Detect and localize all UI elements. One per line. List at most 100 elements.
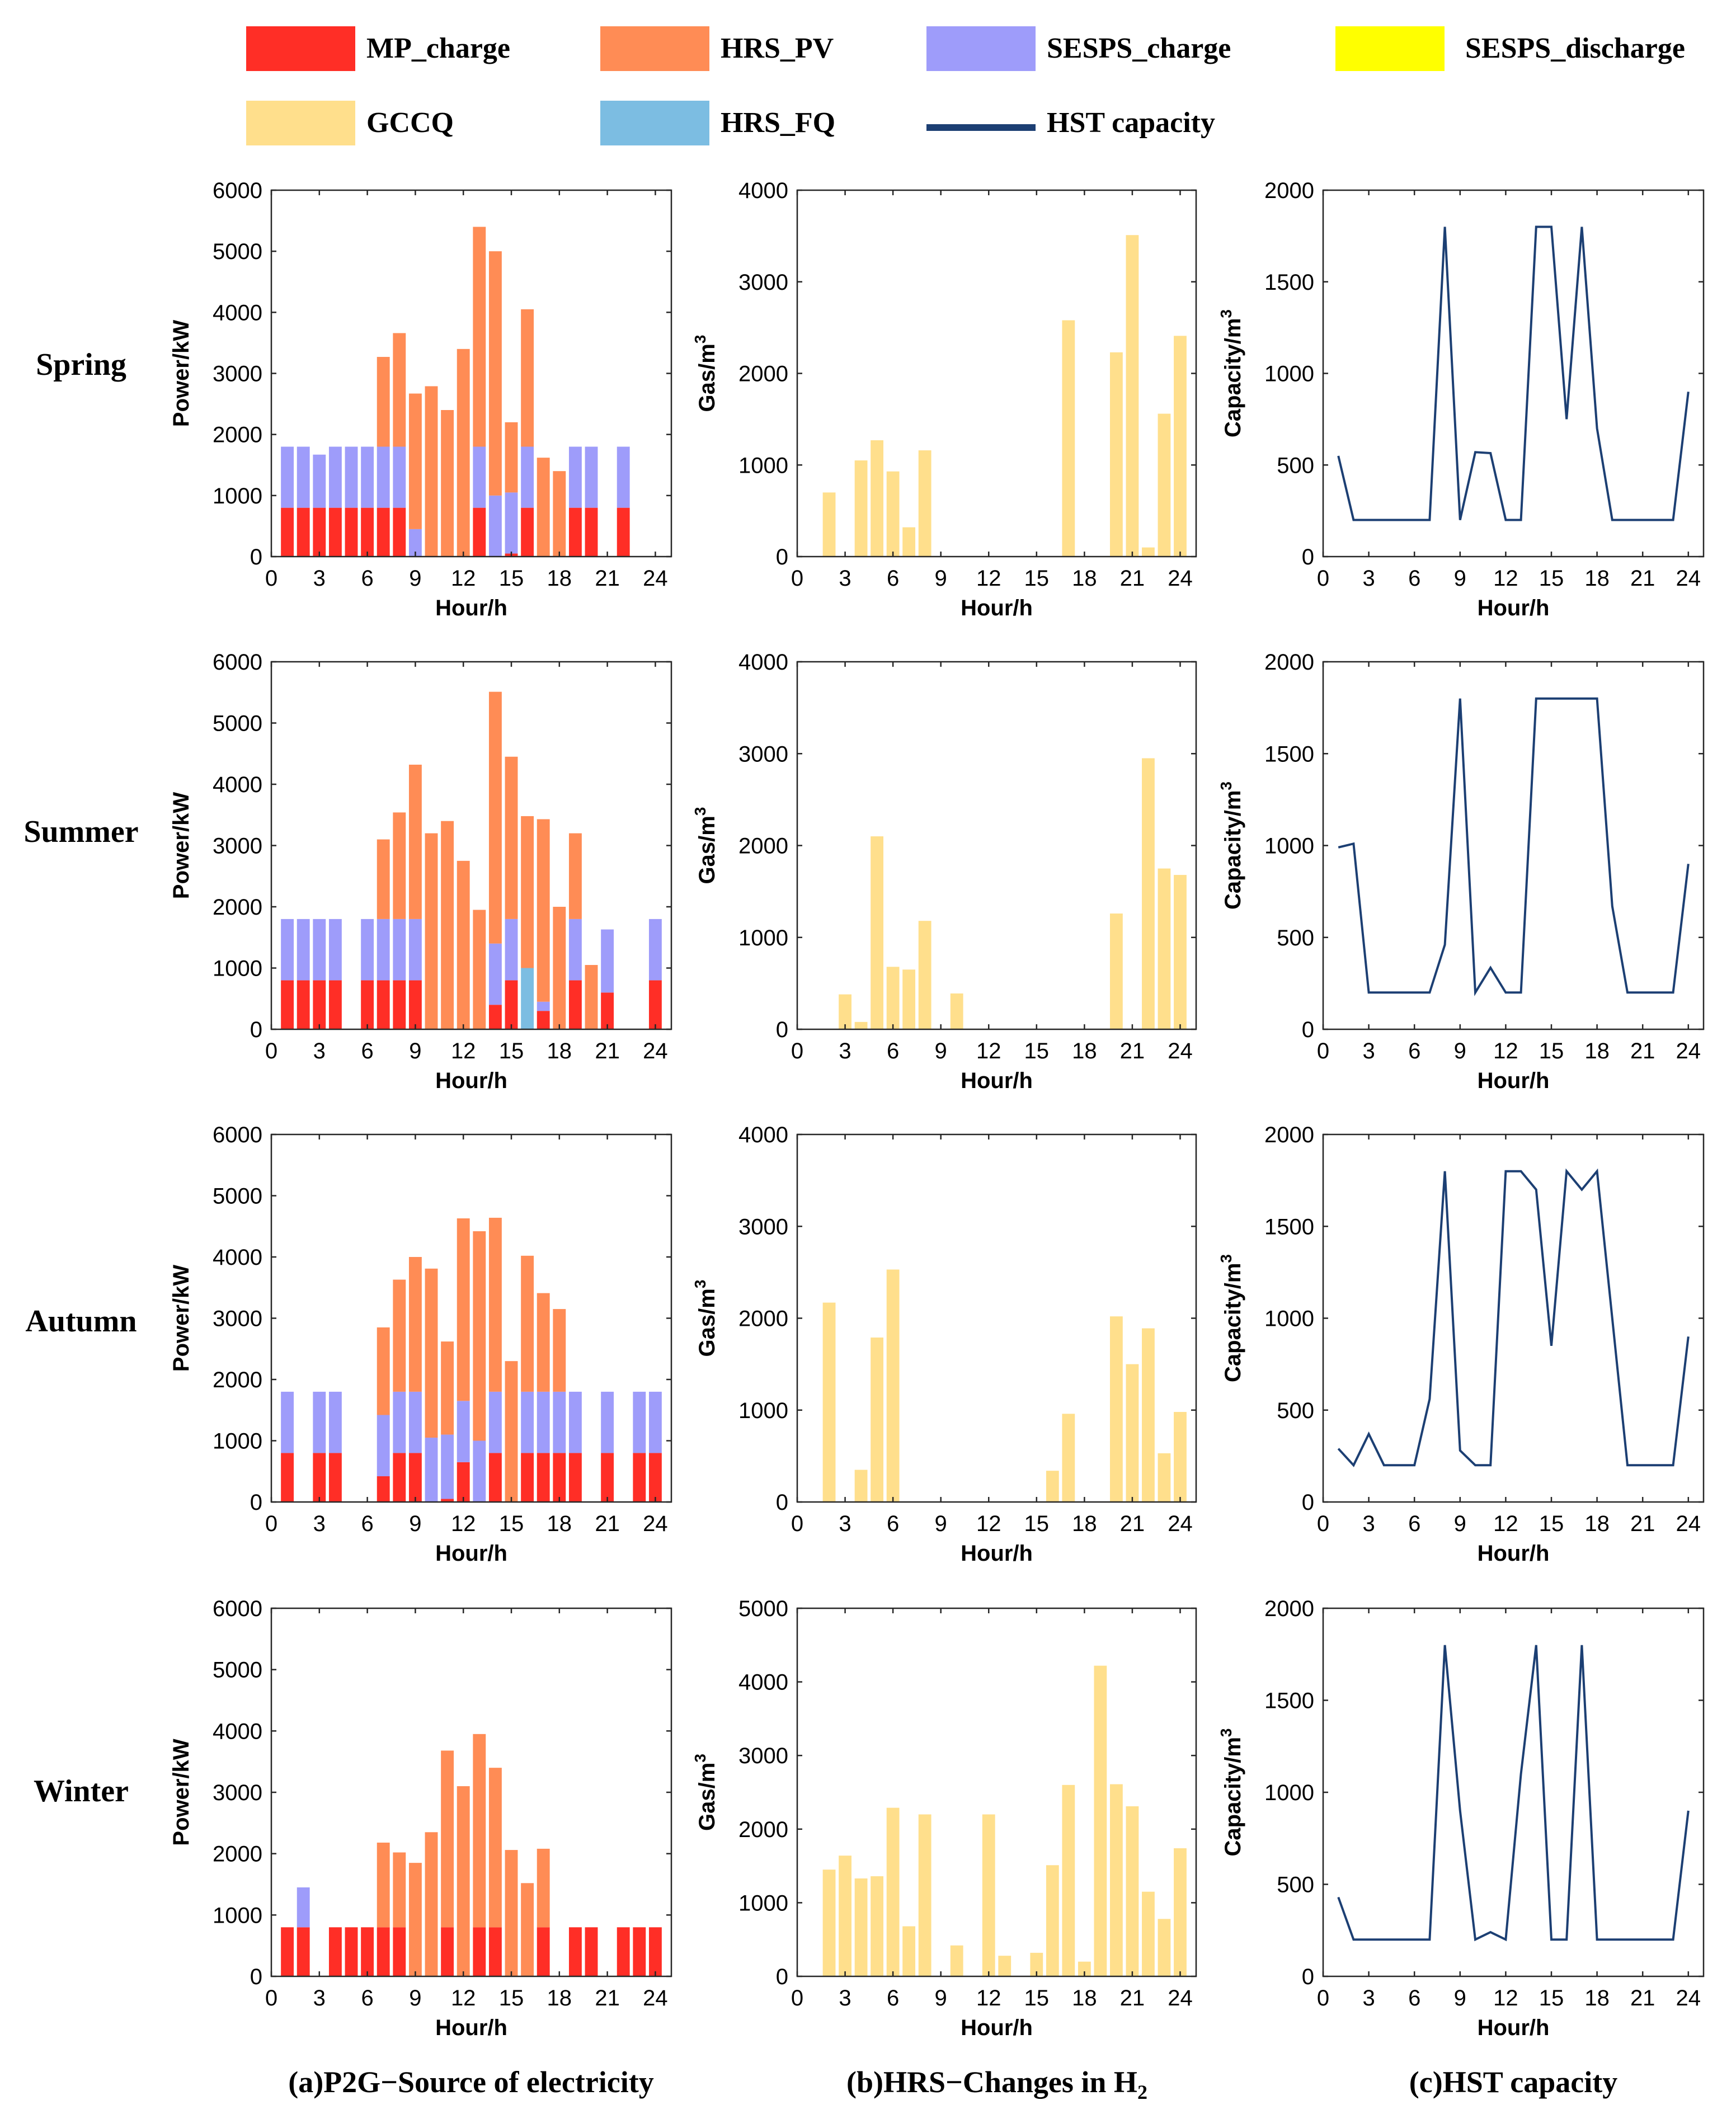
x-tick-label: 18 bbox=[1072, 1986, 1097, 2010]
plot-marks bbox=[1338, 697, 1690, 996]
bar-hrs_pv-h14 bbox=[488, 251, 502, 496]
x-tick-label: 12 bbox=[1493, 1039, 1518, 1063]
bar-gccq-h24 bbox=[1174, 1412, 1187, 1502]
x-tick-label: 12 bbox=[1493, 566, 1518, 591]
bar-gccq-h10 bbox=[950, 1945, 963, 1976]
bar-hrs_fq-h16 bbox=[521, 968, 534, 1029]
x-tick-label: 18 bbox=[1584, 566, 1610, 591]
x-tick-label: 24 bbox=[1168, 1986, 1193, 2010]
bar-mp_charge-h9 bbox=[408, 980, 422, 1029]
bar-gccq-h2 bbox=[822, 492, 836, 557]
x-tick-label: 21 bbox=[1630, 1511, 1655, 1536]
bar-sesps_charge-h4 bbox=[328, 919, 342, 981]
bar-mp_charge-h23 bbox=[633, 1453, 646, 1502]
bar-gccq-h8 bbox=[918, 1814, 931, 1976]
bar-hrs_pv-h14 bbox=[488, 1768, 502, 1928]
bar-gccq-h5 bbox=[871, 440, 884, 557]
y-axis-label: Power/kW bbox=[169, 1739, 194, 1845]
bar-gccq-h17 bbox=[1062, 320, 1075, 557]
x-tick-label: 0 bbox=[791, 1039, 803, 1063]
bar-gccq-h8 bbox=[918, 450, 931, 557]
bar-hrs_pv-h9 bbox=[408, 1257, 422, 1392]
y-tick-label: 3000 bbox=[738, 1214, 788, 1239]
bar-mp_charge-h6 bbox=[361, 1927, 374, 1976]
bar-sesps_charge-h13 bbox=[473, 1440, 486, 1502]
bar-mp_charge-h11 bbox=[441, 1499, 454, 1502]
y-axis-label-superscript: 3 bbox=[691, 807, 709, 816]
bar-hrs_pv-h15 bbox=[505, 1361, 518, 1502]
y-tick-label: 1500 bbox=[1264, 1689, 1314, 1713]
bar-gccq-h24 bbox=[1174, 875, 1187, 1029]
legend-swatch-sesps_charge bbox=[926, 26, 1036, 71]
bar-mp_charge-h24 bbox=[648, 1927, 662, 1976]
panel-c-spring: 0 3 6 9 12 15 18 21 24 0 500 1000 1500 2000 Hour/h Capa… bbox=[1217, 178, 1705, 620]
caption-text: (c)HST capacity bbox=[1409, 2065, 1617, 2099]
y-tick-label: 6000 bbox=[213, 178, 262, 203]
y-axis-label: Gas/m3 bbox=[691, 807, 719, 884]
bar-sesps_charge-h16 bbox=[521, 1391, 534, 1453]
x-tick-label: 3 bbox=[1362, 1511, 1375, 1536]
y-tick-label: 1000 bbox=[738, 453, 788, 478]
bar-mp_charge-h6 bbox=[361, 980, 374, 1029]
x-tick-label: 0 bbox=[791, 1511, 803, 1536]
bar-gccq-h10 bbox=[950, 993, 963, 1029]
bar-gccq-h4 bbox=[854, 1878, 868, 1976]
bar-hrs_pv-h12 bbox=[457, 1786, 470, 1976]
bar-sesps_charge-h10 bbox=[425, 1438, 438, 1502]
bar-mp_charge-h17 bbox=[537, 1011, 550, 1029]
y-axis-label: Capacity/m3 bbox=[1217, 309, 1245, 437]
x-tick-label: 0 bbox=[265, 566, 277, 591]
y-axis-label-text: Power/kW bbox=[169, 1265, 194, 1372]
column-caption-c: (c)HST capacity bbox=[1409, 2065, 1617, 2099]
y-axis-label: Power/kW bbox=[169, 320, 194, 427]
bar-mp_charge-h1 bbox=[281, 1453, 294, 1502]
season-labels: Spring Summer Autumn Winter bbox=[23, 347, 138, 1809]
y-tick-label: 0 bbox=[1302, 1018, 1314, 1042]
bar-mp_charge-h24 bbox=[648, 1453, 662, 1502]
bar-gccq-h18 bbox=[1078, 1961, 1091, 1976]
bar-mp_charge-h8 bbox=[393, 980, 406, 1029]
y-tick-label: 500 bbox=[1277, 1873, 1314, 1897]
bar-hrs_pv-h13 bbox=[473, 227, 486, 447]
bar-mp_charge-h7 bbox=[377, 1927, 390, 1976]
y-tick-label: 2000 bbox=[738, 362, 788, 387]
y-tick-label: 4000 bbox=[213, 300, 262, 325]
caption-subscript: 2 bbox=[1137, 2081, 1147, 2103]
x-tick-label: 9 bbox=[935, 1986, 947, 2010]
x-tick-label: 18 bbox=[547, 1039, 572, 1063]
plot-marks bbox=[822, 1665, 1187, 1976]
legend-swatch-sesps_discharge bbox=[1335, 26, 1445, 71]
legend-item-sesps_charge: SESPS_charge bbox=[926, 26, 1231, 71]
y-tick-label: 2000 bbox=[1264, 650, 1314, 675]
y-tick-label: 2000 bbox=[738, 1307, 788, 1331]
bar-mp_charge-h4 bbox=[328, 980, 342, 1029]
bar-hrs_pv-h8 bbox=[393, 812, 406, 919]
x-tick-label: 18 bbox=[1072, 566, 1097, 591]
x-tick-label: 0 bbox=[1317, 1986, 1329, 2010]
bar-mp_charge-h1 bbox=[281, 507, 294, 557]
bar-gccq-h6 bbox=[886, 1807, 900, 1976]
x-tick-label: 18 bbox=[1072, 1511, 1097, 1536]
caption-text: (b)HRS−Changes in H bbox=[846, 2065, 1137, 2099]
bar-sesps_charge-h4 bbox=[328, 1391, 342, 1453]
bar-sesps_charge-h20 bbox=[585, 446, 598, 508]
bar-hrs_pv-h9 bbox=[408, 393, 422, 529]
y-tick-label: 5000 bbox=[213, 1658, 262, 1683]
legend-label: HRS_FQ bbox=[721, 107, 835, 139]
y-axis-label-text: Gas/m bbox=[695, 816, 719, 884]
y-tick-label: 500 bbox=[1277, 926, 1314, 950]
panel-a-autumn: 0 3 6 9 12 15 18 21 24 0 1000 2000 3000 4000 5000 6000 H… bbox=[169, 1123, 672, 1566]
y-tick-label: 0 bbox=[250, 545, 262, 569]
x-tick-label: 6 bbox=[887, 1511, 899, 1536]
panel-a-spring: 0 3 6 9 12 15 18 21 24 0 1000 2000 3000 4000 5000 6000 H… bbox=[169, 178, 672, 620]
bar-gccq-h16 bbox=[1046, 1471, 1059, 1502]
bar-mp_charge-h1 bbox=[281, 1927, 294, 1976]
bar-gccq-h23 bbox=[1158, 413, 1171, 557]
x-tick-label: 12 bbox=[1493, 1986, 1518, 2010]
legend-item-hrs_pv: HRS_PV bbox=[600, 26, 834, 71]
x-tick-label: 18 bbox=[1584, 1039, 1610, 1063]
y-tick-label: 2000 bbox=[1264, 1597, 1314, 1621]
x-tick-label: 21 bbox=[1120, 1511, 1145, 1536]
x-tick-label: 15 bbox=[1539, 1511, 1564, 1536]
bar-mp_charge-h2 bbox=[297, 980, 310, 1029]
